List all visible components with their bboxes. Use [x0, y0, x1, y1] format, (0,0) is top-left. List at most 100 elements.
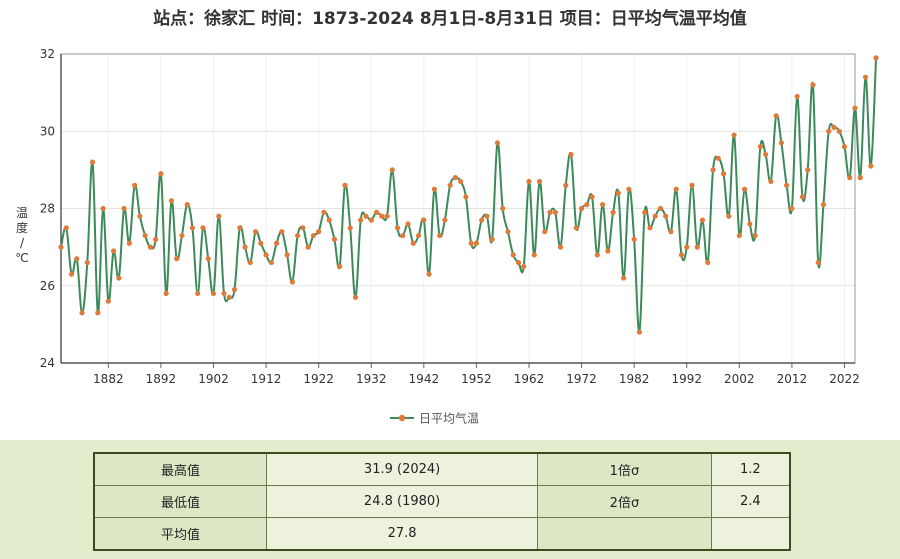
data-point [689, 182, 695, 188]
data-point [174, 256, 180, 262]
data-point [273, 240, 280, 246]
data-point [126, 240, 132, 246]
data-point [794, 93, 800, 100]
data-point [226, 294, 232, 300]
legend-label: 日平均气温 [419, 411, 479, 426]
data-point [63, 225, 69, 231]
data-point [763, 151, 769, 158]
x-tick-label: 1902 [198, 372, 229, 386]
data-point [699, 217, 706, 223]
data-point [831, 124, 837, 130]
data-point [726, 213, 732, 219]
data-point [736, 232, 742, 239]
data-point [489, 236, 495, 242]
data-point [636, 329, 643, 335]
data-point [515, 259, 522, 266]
max-value: 31.9 (2024) [265, 452, 539, 486]
data-point [747, 221, 753, 227]
data-point [841, 144, 848, 150]
data-point [510, 252, 516, 258]
data-point [326, 217, 332, 223]
data-point [468, 240, 474, 246]
legend[interactable]: 日平均气温 [390, 411, 479, 426]
data-point [647, 225, 653, 231]
x-tick-label: 1882 [93, 372, 124, 386]
data-point [405, 221, 411, 227]
data-point [258, 240, 264, 246]
data-point [179, 232, 185, 239]
data-point [394, 225, 401, 231]
data-point [89, 159, 96, 165]
empty-cell [537, 517, 712, 551]
data-point [237, 225, 243, 231]
min-label: 最低值 [93, 485, 267, 518]
data-point [58, 244, 64, 250]
data-point [663, 213, 669, 219]
data-point [757, 144, 763, 150]
data-point [605, 248, 611, 254]
tick-labels: 24 26 28 30 32 1882 1892 1902 1912 1922 1932 1942 19… [40, 47, 860, 386]
data-point [684, 244, 690, 250]
data-point [163, 290, 169, 297]
data-point [668, 229, 674, 235]
data-point [652, 213, 658, 219]
data-point [331, 236, 338, 242]
data-point [547, 209, 553, 215]
data-point [142, 232, 148, 239]
data-point [578, 205, 585, 212]
data-point [600, 202, 606, 208]
data-point [284, 252, 290, 258]
data-point [484, 213, 490, 219]
data-point [400, 232, 406, 239]
data-point [494, 140, 501, 146]
data-point [784, 182, 790, 188]
data-point [805, 167, 811, 173]
data-point [673, 186, 679, 192]
data-point [542, 229, 548, 235]
data-point [789, 205, 795, 212]
data-point [337, 263, 343, 270]
data-point [868, 163, 874, 169]
data-point [84, 259, 90, 266]
data-point [389, 167, 395, 173]
data-point [626, 186, 632, 192]
data-point [300, 225, 306, 231]
y-axis-title-char: 度 [15, 221, 28, 235]
data-point [121, 205, 127, 212]
data-point [705, 259, 711, 266]
data-point [505, 229, 511, 235]
sigma2-value: 2.4 [710, 485, 791, 518]
table-row: 最低值 24.8 (1980) 2倍σ 2.4 [93, 485, 791, 518]
data-point [657, 205, 664, 212]
data-point [105, 298, 111, 304]
data-point [521, 263, 527, 270]
data-point [536, 178, 543, 185]
legend-marker-swatch [398, 414, 406, 422]
data-point [137, 213, 143, 219]
x-tick-label: 1892 [146, 372, 177, 386]
data-point [610, 209, 616, 215]
data-point [852, 105, 858, 111]
data-point [184, 202, 190, 208]
empty-cell [710, 517, 791, 551]
grid-lines [61, 53, 855, 363]
data-point [678, 252, 685, 258]
data-point [731, 132, 737, 138]
x-tick-label: 1912 [251, 372, 282, 386]
data-point [773, 113, 779, 119]
data-point [715, 155, 721, 161]
data-point [363, 213, 369, 219]
data-point [799, 194, 806, 200]
data-point [252, 229, 259, 235]
data-point [158, 171, 164, 177]
x-tick-label: 1932 [356, 372, 387, 386]
data-point [368, 217, 374, 223]
y-tick-label: 30 [40, 124, 55, 138]
data-point [621, 275, 627, 281]
x-tick-label: 2002 [724, 372, 755, 386]
data-point [563, 182, 569, 188]
data-point [415, 232, 422, 239]
data-point [74, 256, 80, 262]
x-tick-label: 2022 [829, 372, 860, 386]
data-point [147, 244, 153, 250]
